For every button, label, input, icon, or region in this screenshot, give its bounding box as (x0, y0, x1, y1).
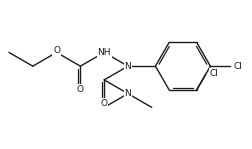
Text: O: O (101, 99, 108, 108)
Text: N: N (124, 62, 131, 71)
Text: O: O (53, 46, 60, 55)
Text: Cl: Cl (234, 62, 243, 71)
Text: N: N (124, 89, 131, 98)
Text: Cl: Cl (209, 69, 218, 78)
Text: O: O (77, 85, 84, 94)
Text: NH: NH (98, 48, 111, 57)
